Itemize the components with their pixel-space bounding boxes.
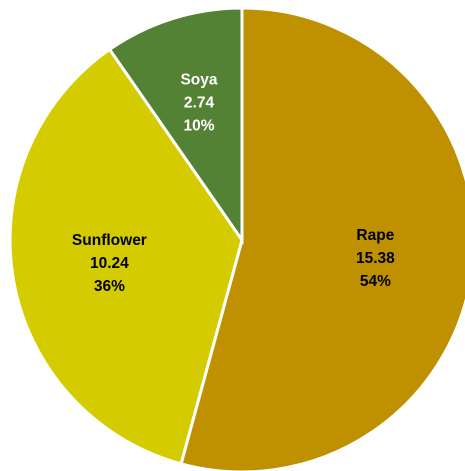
slice-category-label: Rape — [356, 227, 394, 244]
slice-percent-label: 10% — [183, 118, 214, 135]
slice-value-label: 15.38 — [356, 250, 395, 267]
labels-layer: Rape 15.38 54% Sunflower 10.24 36% Soya 2.74 10% — [72, 72, 395, 295]
slice-category-label: Sunflower — [72, 232, 147, 249]
slice-category-label: Soya — [180, 72, 217, 89]
data-label-sunflower: Sunflower 10.24 36% — [72, 232, 147, 295]
pie-slice-sunflower — [8, 47, 244, 466]
data-label-soya: Soya 2.74 10% — [180, 72, 217, 135]
slice-value-label: 10.24 — [90, 255, 129, 272]
slice-value-label: 2.74 — [184, 95, 215, 112]
slice-percent-label: 36% — [94, 278, 125, 295]
pie-slice-rape — [179, 6, 465, 471]
pie-slice-soya — [107, 6, 244, 245]
data-label-rape: Rape 15.38 54% — [356, 227, 395, 290]
slices-layer — [8, 6, 465, 471]
slice-percent-label: 54% — [360, 273, 391, 290]
